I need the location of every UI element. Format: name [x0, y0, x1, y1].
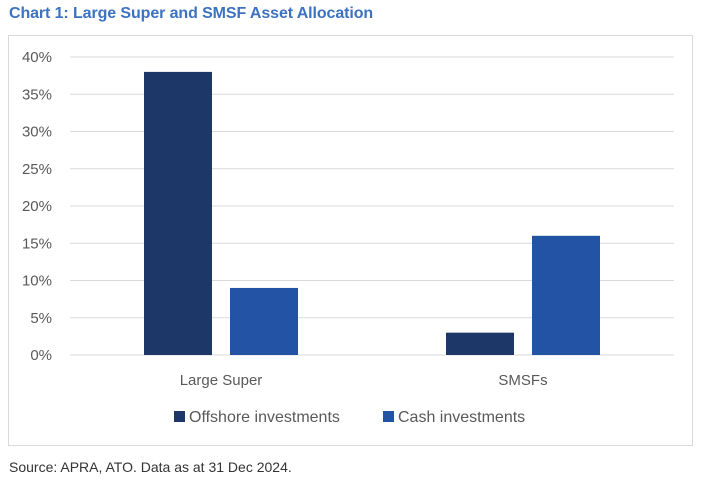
- y-tick-label: 20%: [22, 198, 52, 215]
- x-category-label: Large Super: [180, 372, 263, 389]
- y-tick-label: 25%: [22, 161, 52, 178]
- chart-title: Chart 1: Large Super and SMSF Asset Allo…: [9, 5, 374, 22]
- legend-label: Offshore investments: [189, 409, 340, 426]
- x-category-label: SMSFs: [498, 372, 547, 389]
- source-note: Source: APRA, ATO. Data as at 31 Dec 202…: [9, 459, 292, 475]
- y-tick-label: 5%: [30, 310, 52, 327]
- y-tick-label: 0%: [30, 347, 52, 364]
- bar-offshore-investments-smsfs: [446, 332, 514, 355]
- chart-frame: [8, 35, 693, 446]
- legend-swatch: [383, 411, 394, 422]
- bar-cash-investments-smsfs: [532, 235, 600, 355]
- y-tick-label: 35%: [22, 86, 52, 103]
- legend-swatch: [174, 411, 185, 422]
- y-tick-label: 30%: [22, 124, 52, 141]
- bar-cash-investments-large-super: [230, 287, 298, 355]
- y-tick-label: 15%: [22, 235, 52, 252]
- bar-offshore-investments-large-super: [144, 71, 212, 356]
- legend-label: Cash investments: [398, 409, 525, 426]
- y-tick-label: 10%: [22, 273, 52, 290]
- y-tick-label: 40%: [22, 49, 52, 66]
